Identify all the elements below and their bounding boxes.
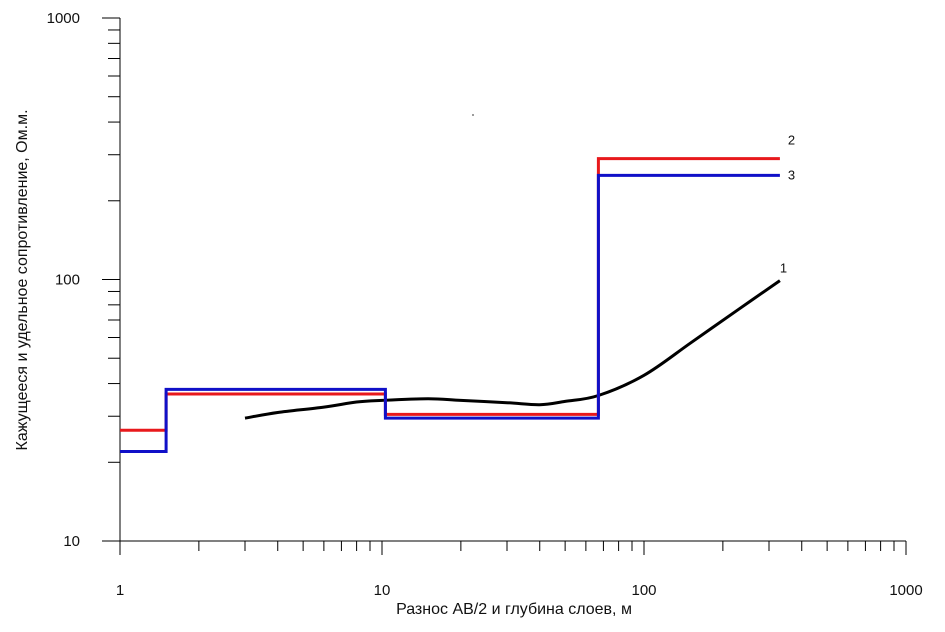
x-tick-label: 1000 bbox=[889, 582, 922, 599]
series-layer bbox=[120, 157, 781, 453]
y-axis-title: Кажущееся и удельное сопротивление, Ом.м… bbox=[14, 109, 31, 450]
x-tick-label: 10 bbox=[374, 582, 391, 599]
series-line-3 bbox=[120, 173, 780, 453]
y-tick-label: 1000 bbox=[47, 10, 80, 27]
series-label-2: 2 bbox=[788, 133, 795, 148]
x-tick-label: 100 bbox=[631, 582, 656, 599]
series-labels: 1 2 3 bbox=[472, 114, 795, 276]
x-axis-title: Разнос АВ/2 и глубина слоев, м bbox=[396, 601, 632, 618]
x-tick-label: 1 bbox=[116, 582, 124, 599]
series-label-1: 1 bbox=[780, 261, 787, 276]
axes: 1 10 100 1000 10 100 1000 bbox=[47, 10, 923, 599]
series-line-1 bbox=[244, 279, 781, 420]
y-tick-label: 10 bbox=[63, 533, 80, 550]
y-tick-label: 100 bbox=[55, 272, 80, 289]
series-label-3: 3 bbox=[788, 167, 795, 182]
stray-dot bbox=[472, 114, 474, 116]
